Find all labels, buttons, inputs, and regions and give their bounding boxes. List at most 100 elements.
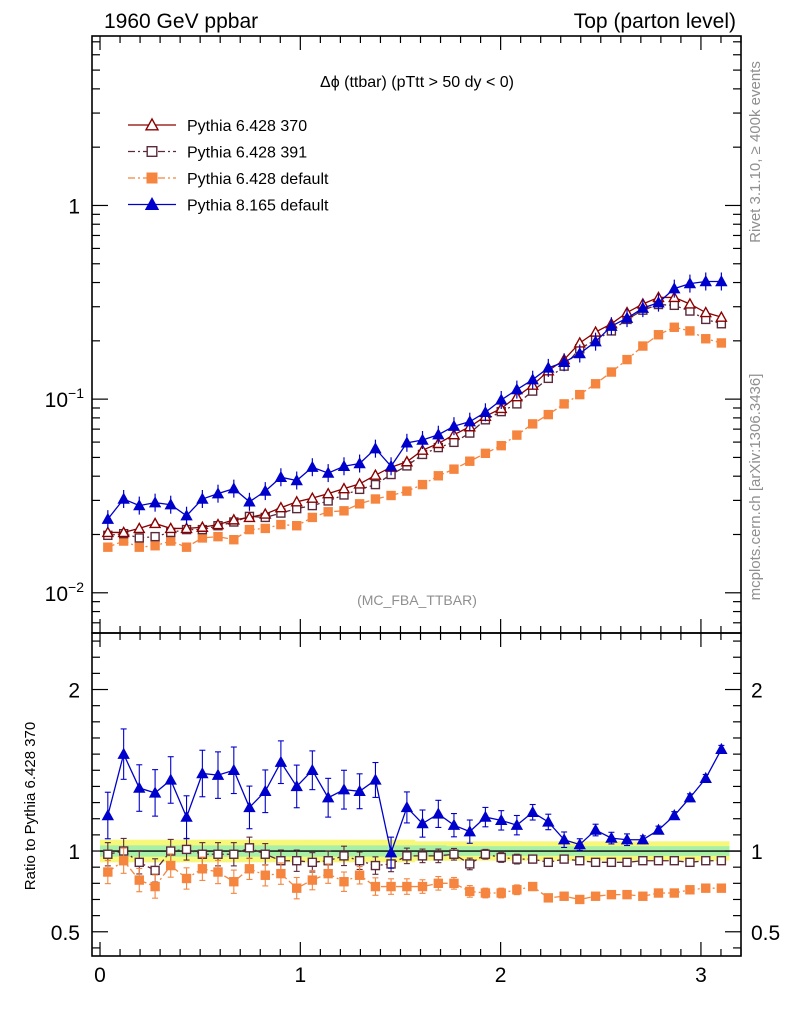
data-point [323,507,333,517]
data-point [526,373,539,385]
data-point [559,854,569,864]
data-point [150,881,160,892]
data-point [211,518,225,530]
header-left: 1960 GeV ppbar [104,10,258,33]
data-point [715,742,728,754]
data-point [669,856,679,866]
data-point [622,889,632,900]
data-point [276,868,286,879]
data-point [417,851,428,861]
data-point [683,277,697,289]
data-point [337,459,351,471]
data-point [260,870,270,880]
data-point [590,379,601,389]
data-point [669,300,679,311]
main-ticks: 10−2 10−1 1 [45,36,742,633]
data-point [605,319,618,331]
data-point [402,486,412,496]
data-point [307,512,318,523]
data-point [148,496,162,508]
data-point [181,844,192,855]
data-point [337,783,351,795]
data-point [229,534,239,545]
data-point [148,786,162,798]
ratio-ytick-label-right: 0.5 [751,922,780,945]
xtick-label: 1 [294,964,306,987]
data-point [652,296,665,308]
data-point [353,477,366,489]
data-point [180,810,193,822]
data-point [685,885,695,895]
data-point [146,145,158,157]
data-point [715,310,728,322]
data-point [573,347,586,359]
data-point [433,878,444,889]
data-point [292,856,302,866]
legend-label: Pythia 6.428 391 [187,145,307,162]
data-point [669,322,679,332]
data-point [386,490,396,501]
data-point [417,881,428,892]
data-point [620,311,634,323]
data-point [229,877,239,887]
legend-entry: Pythia 6.428 391 [128,145,307,162]
data-point [164,521,177,534]
data-point [496,440,506,451]
main-ytick-label: 10−1 [45,385,85,412]
data-point [133,499,146,511]
data-point [321,466,335,478]
data-point [150,531,160,542]
data-point [402,851,412,861]
data-point [197,533,208,543]
data-point [653,856,664,866]
data-point [716,883,727,893]
data-point [636,301,650,313]
data-point [353,784,366,796]
data-point [339,877,349,887]
ratio-series-2 [101,728,728,869]
data-point [134,857,144,868]
data-point [321,487,335,499]
data-point [400,436,414,448]
data-point [306,460,319,472]
data-point [669,888,679,898]
data-point [354,499,365,509]
series-3 [101,272,728,529]
data-point [417,479,428,490]
data-point [685,326,695,336]
ratio-line [107,748,722,856]
xtick-label: 2 [495,964,507,987]
data-point [575,389,585,400]
legend-entry: Pythia 6.428 370 [128,117,307,135]
data-point [638,341,648,351]
data-point [701,883,711,893]
legend: Pythia 6.428 370 Pythia 6.428 391 Pythia 6… [128,117,329,215]
data-point [260,849,270,859]
data-point [512,885,522,895]
data-point [144,197,160,211]
data-point [146,172,158,184]
data-point [164,498,177,510]
data-point [559,399,569,409]
data-point [480,888,491,898]
data-point [290,474,303,486]
data-point [164,773,177,785]
data-point [323,868,333,879]
data-point [384,846,398,858]
data-point [496,852,506,863]
main-series [101,272,728,552]
data-point [432,807,445,819]
data-point [213,531,223,542]
data-point [274,755,288,767]
data-point [606,889,617,900]
data-point [103,867,113,877]
data-point [416,443,429,455]
data-point [701,334,711,344]
main-ytick-label: 10−2 [45,579,85,606]
data-point [292,883,302,893]
data-point [369,442,382,454]
data-point [620,833,634,845]
data-point [622,857,632,868]
data-point [181,542,192,552]
ratio-frame [91,632,742,957]
